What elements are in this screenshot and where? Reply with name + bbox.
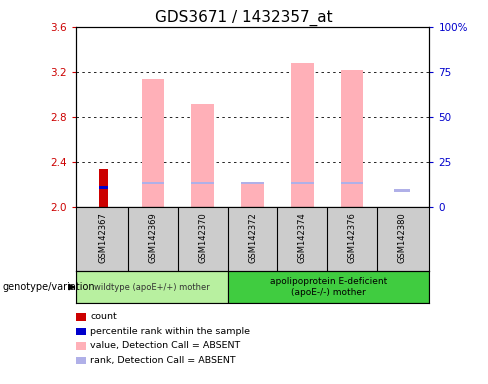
Bar (341, 70, 364, 207)
Text: rank, Detection Call = ABSENT: rank, Detection Call = ABSENT (90, 356, 236, 365)
Text: wildtype (apoE+/+) mother: wildtype (apoE+/+) mother (94, 283, 209, 291)
Text: GSM142372: GSM142372 (248, 212, 257, 263)
Bar (242, 182, 264, 184)
Bar (99, 169, 107, 207)
Text: GSM142367: GSM142367 (99, 212, 107, 263)
Text: apolipoprotein E-deficient
(apoE-/-) mother: apolipoprotein E-deficient (apoE-/-) mot… (270, 277, 387, 297)
Bar (191, 182, 214, 184)
Bar (142, 182, 164, 184)
Text: GSM142369: GSM142369 (148, 212, 157, 263)
Text: value, Detection Call = ABSENT: value, Detection Call = ABSENT (90, 341, 241, 351)
Bar (242, 182, 264, 207)
Bar (76, 271, 227, 303)
Text: GSM142374: GSM142374 (298, 212, 307, 263)
Bar (341, 182, 364, 184)
Text: GDS3671 / 1432357_at: GDS3671 / 1432357_at (155, 10, 333, 26)
Bar (291, 182, 314, 184)
Text: percentile rank within the sample: percentile rank within the sample (90, 327, 250, 336)
Bar (99, 186, 107, 189)
Bar (142, 79, 164, 207)
Text: count: count (90, 312, 117, 321)
Bar (191, 104, 214, 207)
Text: GSM142370: GSM142370 (198, 212, 207, 263)
Text: GSM142380: GSM142380 (398, 212, 407, 263)
Bar (227, 271, 429, 303)
Bar (291, 63, 314, 207)
Text: genotype/variation: genotype/variation (2, 282, 95, 292)
Text: GSM142376: GSM142376 (348, 212, 357, 263)
Bar (394, 189, 410, 192)
